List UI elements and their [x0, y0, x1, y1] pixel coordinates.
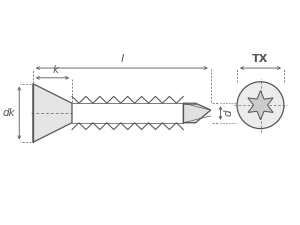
Text: d: d: [224, 110, 233, 116]
Polygon shape: [33, 84, 72, 142]
Circle shape: [237, 82, 284, 129]
Text: l: l: [120, 54, 123, 64]
Text: dk: dk: [3, 108, 15, 118]
Text: TX: TX: [252, 54, 269, 64]
Text: k: k: [52, 65, 59, 75]
Polygon shape: [183, 103, 211, 123]
Polygon shape: [248, 91, 273, 120]
